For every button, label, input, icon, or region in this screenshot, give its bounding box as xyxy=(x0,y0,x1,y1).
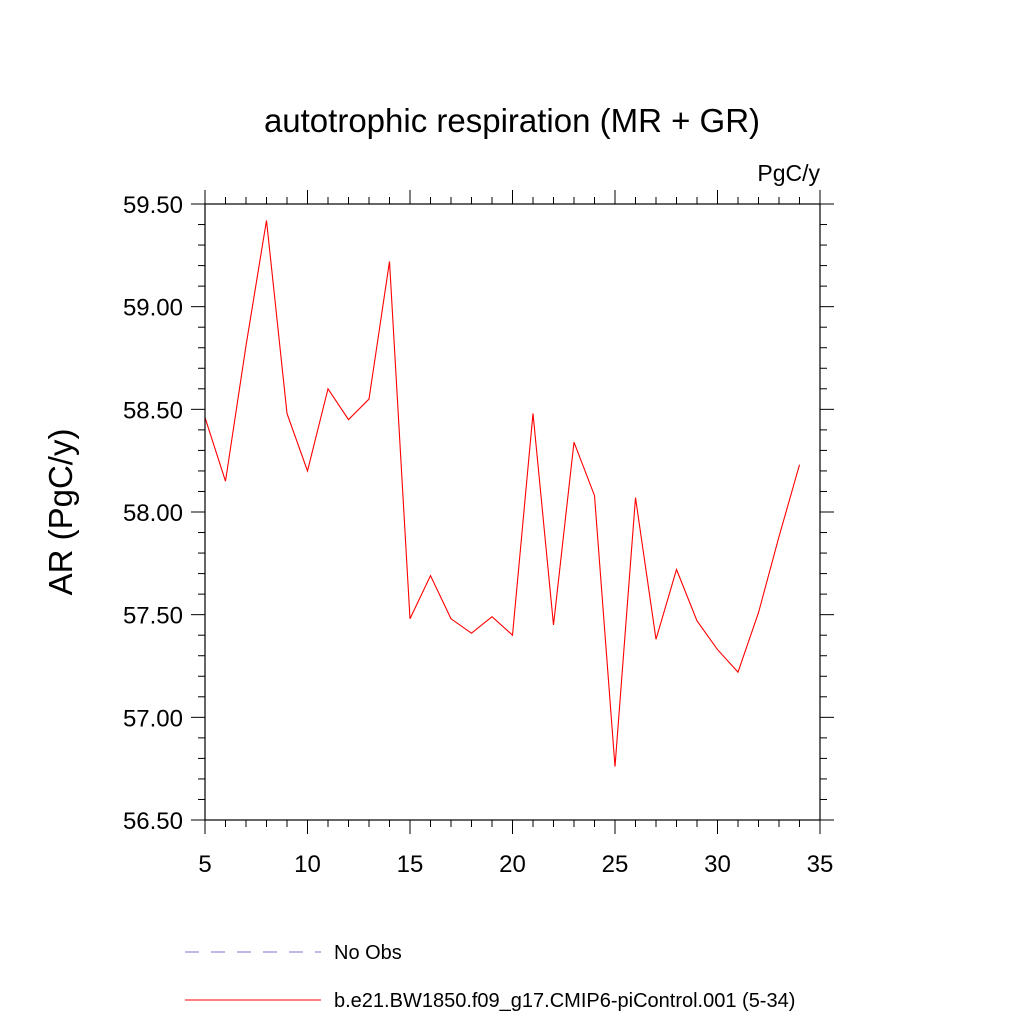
x-tick-label: 35 xyxy=(807,851,834,878)
x-tick-label: 25 xyxy=(602,851,629,878)
y-tick-label: 57.50 xyxy=(123,603,183,630)
y-tick-label: 58.00 xyxy=(123,500,183,527)
series-layer xyxy=(204,220,801,767)
y-tick-label: 56.50 xyxy=(123,808,183,835)
x-tick-label: 10 xyxy=(294,851,321,878)
x-tick-label: 30 xyxy=(704,851,731,878)
x-tick-label: 20 xyxy=(499,851,526,878)
tick-labels-layer: 5 10 15 20 25 30 35 56.50 57.00 57.50 58.00 58.50 59… xyxy=(123,192,833,878)
series-line xyxy=(204,220,801,767)
ticks-layer xyxy=(191,190,834,834)
x-tick-label: 15 xyxy=(397,851,424,878)
y-tick-label: 59.50 xyxy=(123,192,183,219)
y-tick-label: 58.50 xyxy=(123,397,183,424)
units-label: PgC/y xyxy=(757,160,820,186)
legend-entry-label: b.e21.BW1850.f09_g17.CMIP6-piControl.001… xyxy=(334,990,795,1012)
plot-frame xyxy=(204,203,821,821)
y-axis-label: AR (PgC/y) xyxy=(42,429,79,596)
y-tick-label: 59.00 xyxy=(123,295,183,322)
y-tick-label: 57.00 xyxy=(123,705,183,732)
chart-title: autotrophic respiration (MR + GR) xyxy=(264,102,760,139)
x-tick-label: 5 xyxy=(198,851,211,878)
legend-entry-label: No Obs xyxy=(334,942,402,964)
legend: No Obs b.e21.BW1850.f09_g17.CMIP6-piContr… xyxy=(185,942,795,1012)
